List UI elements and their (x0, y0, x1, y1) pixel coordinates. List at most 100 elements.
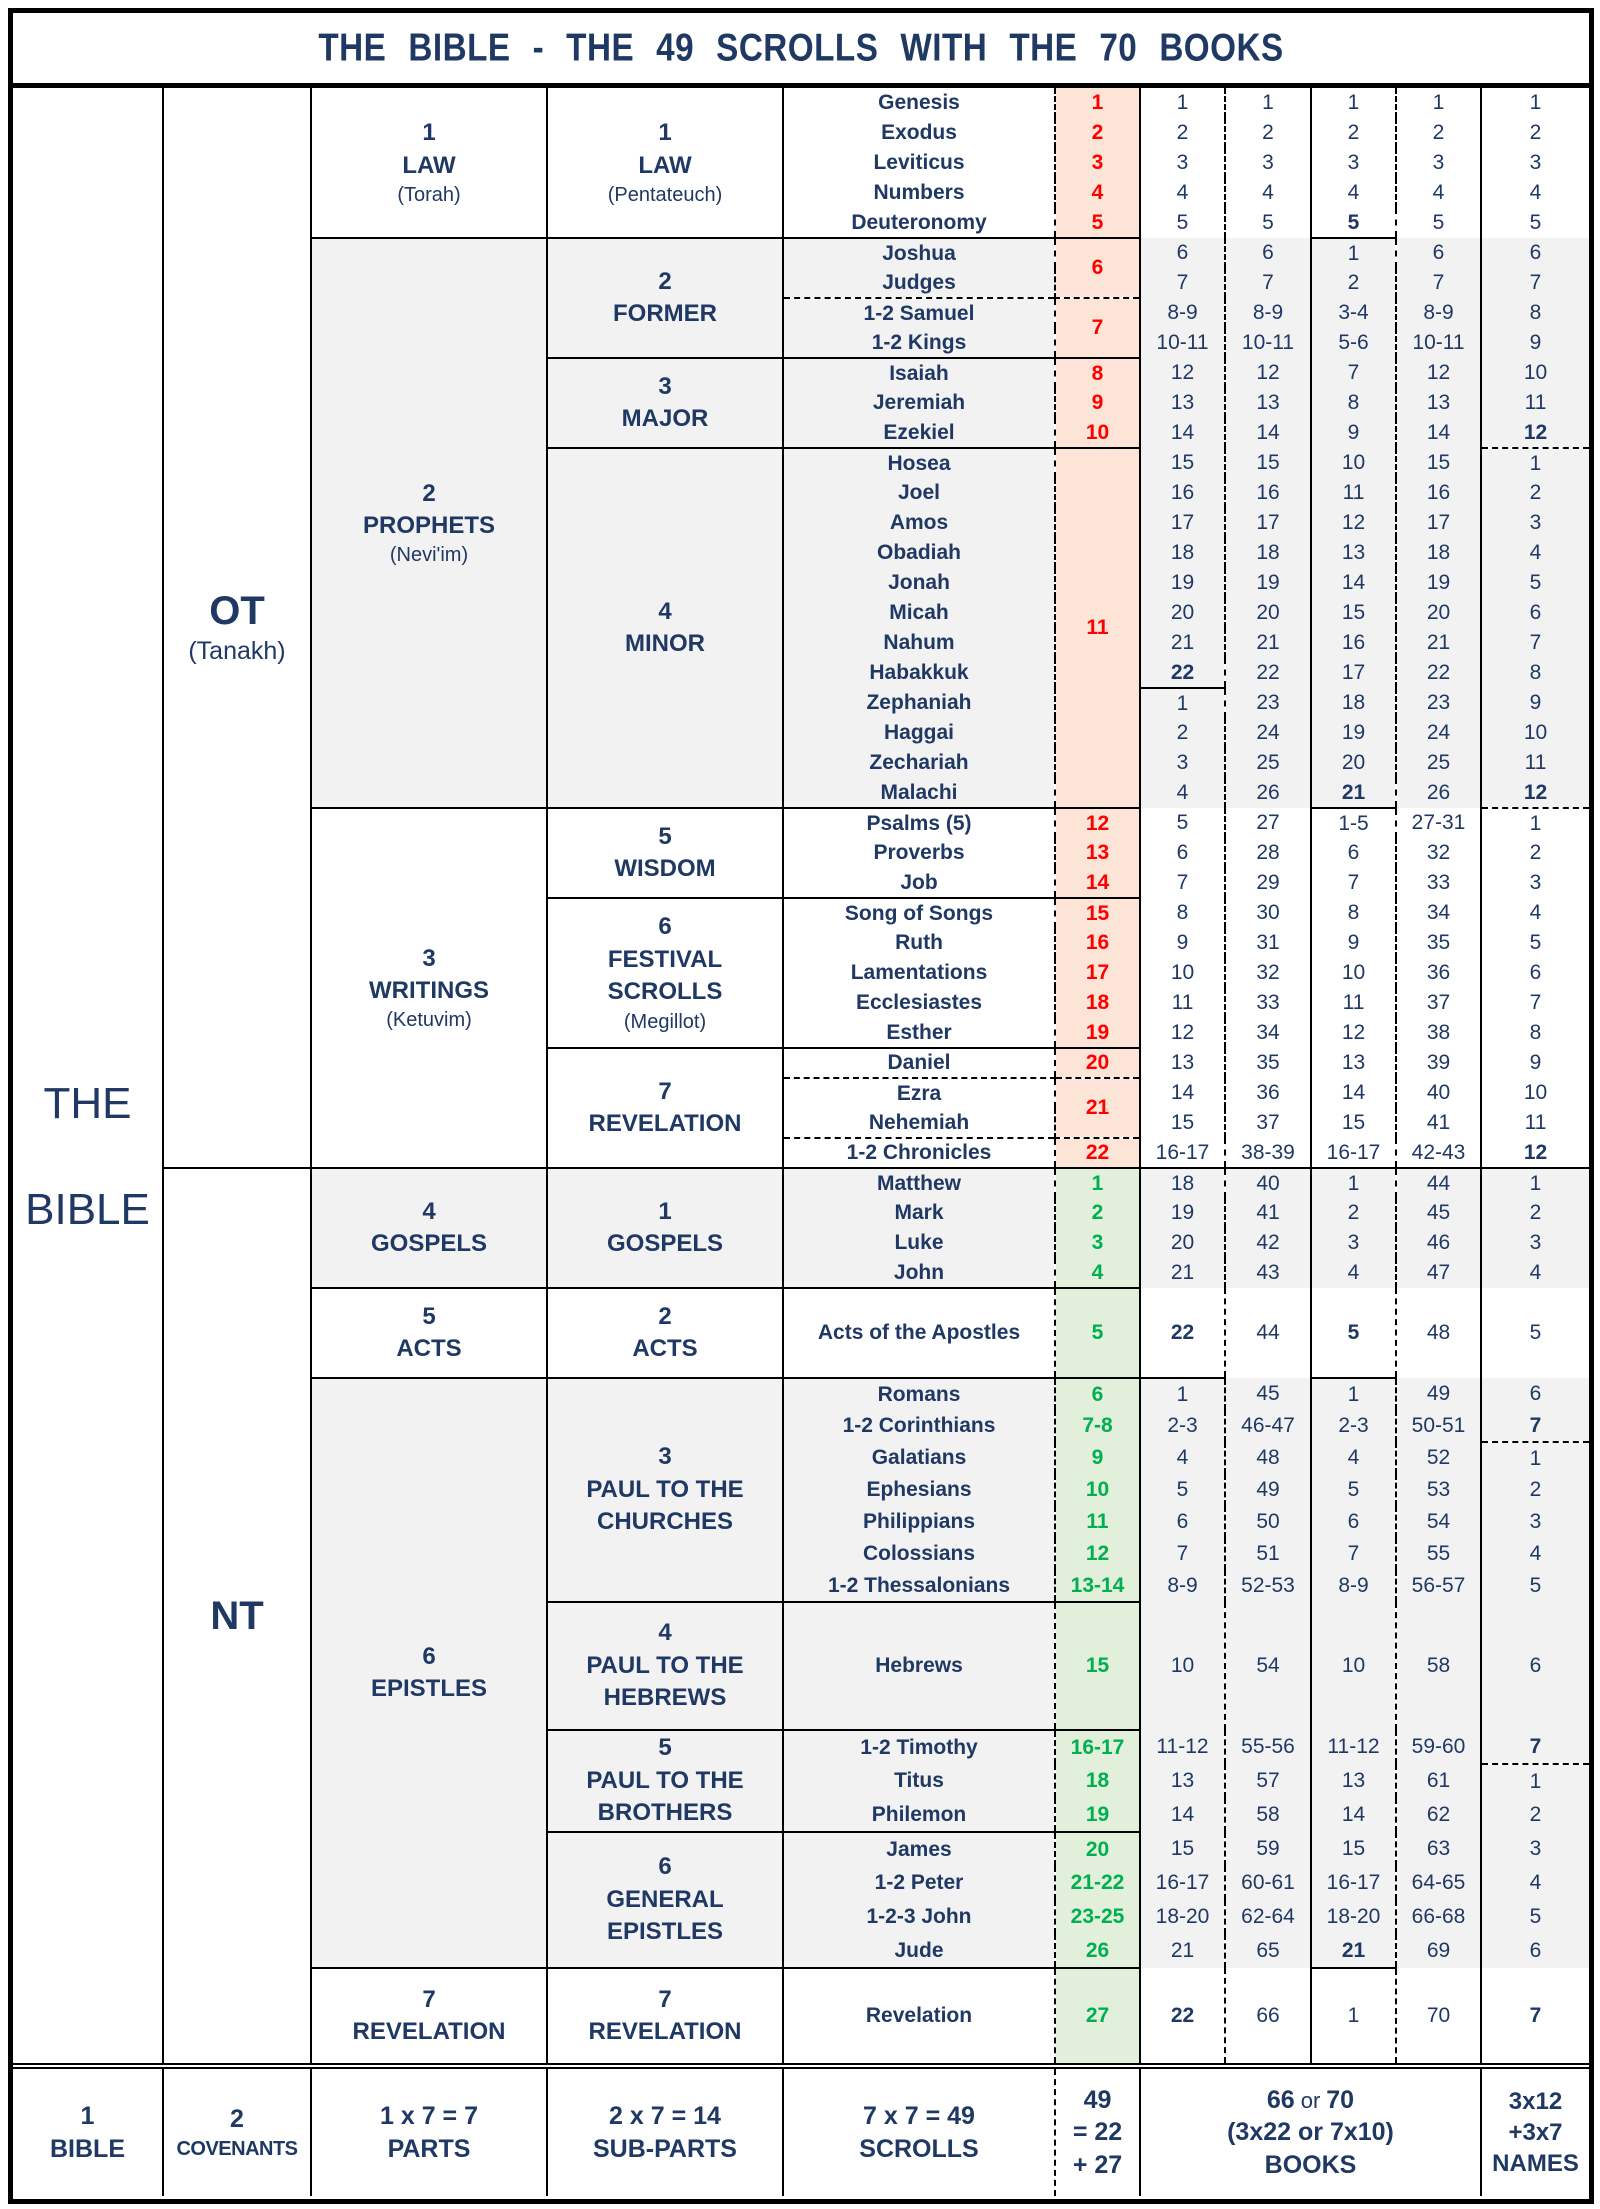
total-sub-parts-formula: 2 x 7 = 14 (609, 2102, 721, 2130)
book-row: 1-2 Corinthians 7-8 2-3 46-47 2-3 50-51 7 (13, 1410, 1589, 1443)
count-value: 11-12 (1327, 1735, 1380, 1759)
count-70-cell: 24 (1395, 718, 1481, 748)
count-70-cell: 58 (1395, 1602, 1481, 1730)
count-3x22-cell: 2 (1139, 118, 1225, 148)
scroll-number: 10 (1085, 420, 1110, 444)
spacer (13, 1126, 162, 1188)
book-row: NT 4 GOSPELS 1 GOSPELS Matthew 1 18 40 1 44 1 (13, 1168, 1589, 2066)
count-value: 33 (1256, 991, 1280, 1015)
count-value: 10 (1523, 361, 1548, 385)
part-name: GOSPELS (370, 1230, 488, 1257)
count-value: 12 (1523, 420, 1548, 444)
count-value: 16 (1170, 481, 1195, 505)
count-66-cell: 25 (1224, 748, 1311, 778)
count-names-cell: 3 (1480, 148, 1589, 178)
book-name-cell: Haggai (782, 718, 1055, 748)
book-name-cell: 1-2 Peter (782, 1866, 1055, 1900)
count-value: 33 (1426, 871, 1451, 895)
book-row: Esther 19 12 34 12 38 8 (13, 1018, 1589, 1049)
scroll-number-cell: 19 (1054, 1798, 1140, 1833)
count-value: 52-53 (1241, 1574, 1295, 1598)
count-value: 17 (1341, 661, 1366, 685)
sub-part-name: MAJOR (621, 405, 709, 432)
count-subdivision-cell: 1 (1310, 88, 1396, 118)
sub-part-number: 6 (658, 1853, 672, 1881)
scroll-number-cell: 13 (1054, 838, 1140, 868)
count-subdivision-cell: 9 (1310, 928, 1396, 958)
count-subdivision-cell: 15 (1310, 1108, 1396, 1138)
count-value: 27-31 (1411, 811, 1466, 835)
sub-part-name: PAUL TO THE (586, 1475, 744, 1503)
count-3x22-cell: 2-3 (1139, 1410, 1225, 1442)
count-value: 14 (1256, 421, 1280, 445)
count-value: 45 (1426, 1201, 1451, 1225)
count-3x22-cell: 11-12 (1139, 1730, 1225, 1764)
count-names-cell: 10 (1480, 358, 1589, 388)
count-value: 44 (1426, 1171, 1451, 1195)
count-value: 50-51 (1411, 1414, 1466, 1438)
count-value: 2 (1347, 1201, 1360, 1225)
scroll-number: 3 (1091, 1231, 1104, 1254)
count-value: 39 (1426, 1051, 1451, 1075)
count-value: 17 (1170, 511, 1195, 535)
count-66-cell: 40 (1224, 1168, 1311, 1198)
book-row: Amos 17 17 12 17 3 (13, 508, 1589, 538)
book-name: 1-2 Corinthians (842, 1414, 996, 1438)
book-row: Ecclesiastes 18 11 33 11 37 7 (13, 988, 1589, 1018)
book-row: 1-2-3 John 23-25 18-20 62-64 18-20 66-68 5 (13, 1900, 1589, 1934)
count-value: 2 (1529, 1201, 1542, 1225)
count-value: 32 (1256, 961, 1280, 985)
part-name: WRITINGS (369, 977, 489, 1004)
count-3x22-cell: 20 (1139, 1228, 1225, 1258)
count-66-cell: 36 (1224, 1078, 1311, 1108)
book-name: Zephaniah (866, 691, 972, 715)
total-books-value2: 70 (1326, 2085, 1355, 2114)
count-value: 14 (1341, 1803, 1366, 1827)
count-value: 2 (1347, 271, 1360, 295)
book-name-cell: Hebrews (782, 1602, 1055, 1731)
count-66-cell: 59 (1224, 1832, 1311, 1866)
count-66-cell: 12 (1224, 358, 1311, 388)
count-3x22-cell: 21 (1139, 1258, 1225, 1288)
book-name: 1-2 Timothy (860, 1735, 978, 1759)
scroll-number-cell: 9 (1054, 1442, 1140, 1474)
count-value: 5 (1529, 1321, 1542, 1345)
count-value: 14 (1341, 571, 1366, 595)
part-cell: 5 ACTS (310, 1287, 547, 1378)
count-subdivision-cell: 4 (1310, 178, 1396, 208)
count-subdivision-cell: 2 (1310, 1198, 1396, 1228)
book-name: Haggai (883, 721, 954, 745)
count-value: 18 (1426, 541, 1451, 565)
count-3x22-cell: 10 (1139, 1602, 1225, 1730)
count-value: 11 (1524, 391, 1547, 415)
count-value: 3 (1176, 751, 1189, 775)
count-value: 24 (1256, 721, 1280, 745)
book-row: Zephaniah 1 23 18 23 9 (13, 688, 1589, 718)
count-subdivision-cell: 11-12 (1310, 1730, 1396, 1764)
scroll-number-cell: 22 (1054, 1138, 1140, 1169)
part-cell: 7 REVELATION (310, 1967, 547, 2066)
table-frame: THE BIBLE - THE 49 SCROLLS WITH THE 70 B… (8, 8, 1594, 2204)
count-value: 34 (1426, 901, 1451, 925)
book-name-cell: Psalms (5) (782, 808, 1055, 838)
count-names-cell: 6 (1480, 1934, 1589, 1968)
book-name-cell: 1-2 Samuel (782, 298, 1055, 328)
sub-part-cell: 5 WISDOM (546, 807, 783, 898)
count-value: 69 (1426, 1939, 1451, 1963)
part-cell: 1 LAW (Torah) (310, 88, 547, 238)
sub-part-number: 3 (658, 1443, 672, 1471)
scroll-number: 7-8 (1082, 1414, 1113, 1437)
count-3x22-cell: 19 (1139, 568, 1225, 598)
count-subdivision-cell: 10 (1310, 1602, 1396, 1730)
book-name-cell: Ezra (782, 1078, 1055, 1108)
count-subdivision-cell: 5 (1310, 208, 1396, 239)
book-row: Ezekiel 10 14 14 9 14 12 (13, 418, 1589, 449)
count-3x22-cell: 5 (1139, 1474, 1225, 1506)
count-value: 26 (1256, 781, 1280, 805)
count-66-cell: 10-11 (1224, 328, 1311, 358)
count-66-cell: 34 (1224, 1018, 1311, 1048)
book-name: Jonah (888, 571, 950, 595)
part-name: LAW (402, 151, 456, 179)
count-names-cell: 1 (1480, 88, 1589, 118)
count-value: 5 (1529, 211, 1542, 235)
